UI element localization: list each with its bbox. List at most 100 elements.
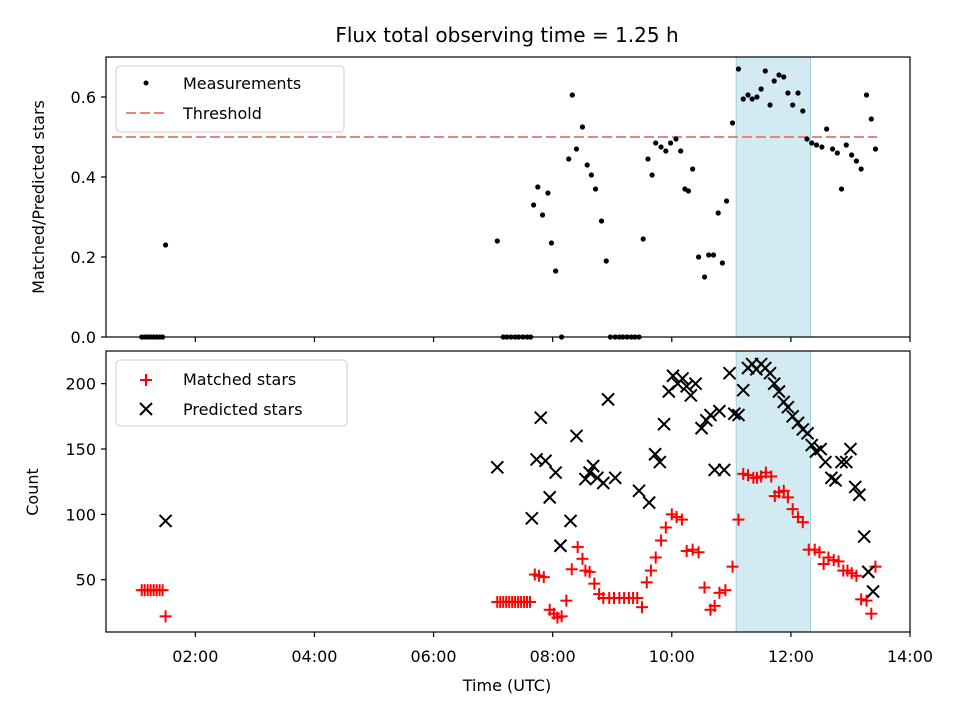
measurement-point bbox=[745, 92, 751, 98]
measurement-point bbox=[678, 148, 684, 154]
measurement-point bbox=[663, 148, 669, 154]
predicted-star-point bbox=[653, 455, 667, 469]
predicted-star-point bbox=[642, 495, 656, 510]
top-legend: Measurements Threshold bbox=[115, 65, 345, 133]
predicted-star-point bbox=[861, 565, 876, 579]
predicted-star-point bbox=[828, 473, 843, 488]
matched-star-point bbox=[649, 551, 662, 564]
measurement-point bbox=[685, 188, 692, 194]
top-y-tick-label: 0.4 bbox=[71, 168, 96, 187]
predicted-star-point bbox=[848, 480, 862, 494]
predicted-star-b bbox=[805, 438, 819, 452]
bottom-y-tick-label: 150 bbox=[65, 440, 96, 459]
predicted-star-point bbox=[666, 369, 680, 383]
matched-star-point bbox=[865, 607, 878, 620]
bottom-panel: 02:00 04:00 06:00 08:00 10:00 12:00 14:00 50 100… bbox=[23, 350, 933, 695]
predicted-star-b bbox=[717, 463, 731, 477]
measurement-point bbox=[838, 186, 845, 192]
predicted-star-point bbox=[843, 442, 858, 456]
predicted-star-b bbox=[813, 442, 828, 456]
predicted-star-b bbox=[722, 366, 737, 380]
measurement-point bbox=[690, 166, 696, 172]
matched-star-point bbox=[588, 577, 601, 590]
matched-star-point bbox=[640, 576, 653, 589]
predicted-star-point bbox=[736, 383, 750, 397]
legend-threshold-label: Threshold bbox=[182, 104, 262, 123]
measurement-point bbox=[584, 162, 590, 168]
predicted-star-point bbox=[632, 484, 646, 498]
predicted-star-point bbox=[586, 459, 600, 473]
predicted-star-b bbox=[772, 384, 786, 399]
predicted-star-b bbox=[848, 480, 862, 494]
predicted-star-b bbox=[642, 495, 656, 510]
matched-star-point bbox=[583, 565, 596, 578]
matched-star-point bbox=[708, 599, 721, 612]
matched-star-point bbox=[560, 594, 573, 607]
matched-star-point bbox=[742, 469, 755, 482]
matched-star-point bbox=[680, 544, 693, 557]
measurement-point bbox=[588, 172, 594, 178]
predicted-star-point bbox=[712, 404, 727, 418]
predicted-star-point bbox=[694, 421, 709, 435]
predicted-star-b bbox=[703, 408, 718, 422]
predicted-star-b bbox=[553, 539, 568, 553]
measurement-point bbox=[603, 258, 609, 264]
matched-star-point bbox=[576, 552, 589, 565]
measurement-point bbox=[494, 238, 500, 244]
matched-star-point bbox=[732, 513, 745, 526]
measurement-point bbox=[545, 190, 551, 196]
predicted-star-point bbox=[490, 460, 504, 475]
predicted-star-point bbox=[772, 384, 786, 399]
predicted-star-point bbox=[601, 392, 615, 407]
measurement-point bbox=[834, 150, 840, 156]
top-panel: 0.0 0.2 0.4 0.6 Matched/Predicted stars Mea… bbox=[29, 56, 911, 347]
measurement-point bbox=[849, 152, 855, 158]
bottom-y-label: Count bbox=[23, 468, 42, 516]
predicted-star-b bbox=[688, 376, 703, 391]
top-observing-window bbox=[735, 56, 811, 338]
matched-star-point bbox=[524, 595, 537, 608]
chart-title: Flux total observing time = 1.25 h bbox=[335, 23, 678, 47]
predicted-star-point bbox=[805, 438, 819, 452]
measurement-point bbox=[566, 156, 572, 162]
matched-star-point bbox=[786, 503, 799, 516]
measurement-point bbox=[868, 116, 874, 122]
predicted-star-point bbox=[852, 488, 867, 502]
predicted-star-b bbox=[653, 455, 667, 469]
bottom-legend: Matched stars Predicted stars bbox=[115, 359, 348, 427]
x-axis-label: Time (UTC) bbox=[462, 676, 551, 695]
measurement-point bbox=[771, 78, 777, 84]
predicted-star-b bbox=[800, 426, 815, 441]
predicted-star-point bbox=[542, 490, 557, 505]
matched-star-point bbox=[850, 569, 863, 582]
legend-predicted-marker bbox=[139, 402, 153, 416]
top-y-label: Matched/Predicted stars bbox=[29, 100, 48, 294]
measurement-point bbox=[569, 92, 575, 98]
predicted-star-point bbox=[158, 514, 173, 528]
measurement-point bbox=[749, 96, 755, 102]
predicted-star-point bbox=[731, 408, 746, 422]
matched-star-point bbox=[765, 470, 778, 483]
measurement-point bbox=[829, 146, 836, 152]
predicted-star-point bbox=[722, 366, 737, 380]
measurement-point bbox=[645, 156, 651, 162]
matched-star-point bbox=[777, 484, 790, 497]
bottom-y-tick-label: 50 bbox=[76, 571, 96, 590]
predicted-star-b bbox=[666, 369, 680, 383]
predicted-star-point bbox=[866, 584, 880, 599]
x-tick-label: 10:00 bbox=[649, 647, 695, 666]
matched-star-point bbox=[636, 601, 648, 614]
predicted-star-point bbox=[525, 511, 539, 526]
predicted-star-point bbox=[818, 455, 833, 469]
matched-star-point bbox=[156, 584, 169, 597]
matched-star-point bbox=[644, 564, 657, 577]
predicted-star-b bbox=[694, 421, 709, 435]
x-tick-label: 06:00 bbox=[411, 647, 457, 666]
top-y-tick-label: 0.6 bbox=[71, 88, 96, 107]
matched-star-point bbox=[159, 610, 172, 623]
bottom-points bbox=[135, 357, 882, 624]
predicted-star-b bbox=[727, 407, 742, 421]
matched-star-point bbox=[659, 521, 672, 534]
matched-star-point bbox=[698, 581, 711, 594]
predicted-star-b bbox=[818, 455, 833, 469]
